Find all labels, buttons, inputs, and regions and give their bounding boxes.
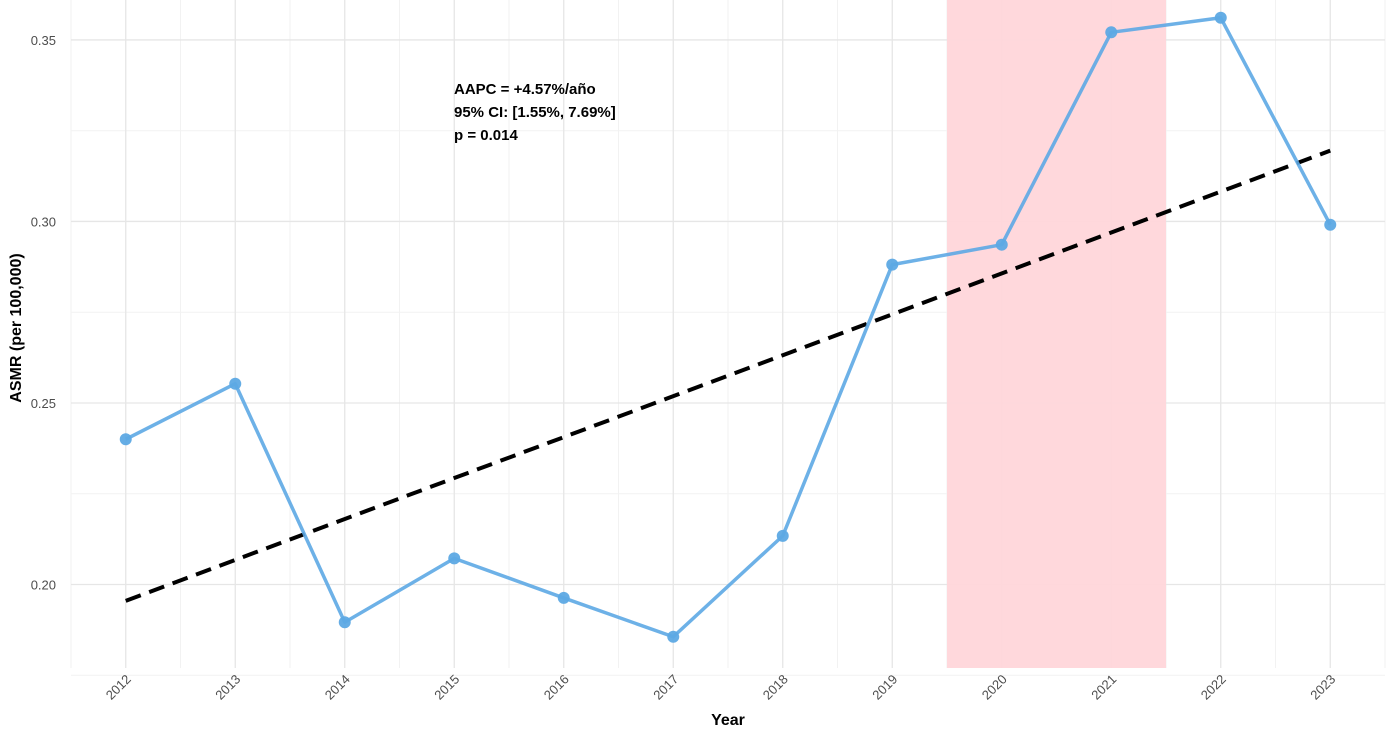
minor-gridlines xyxy=(70,0,1386,676)
annotation-line-1: AAPC = +4.57%/año xyxy=(454,81,596,98)
x-tick-label: 2018 xyxy=(760,672,791,703)
y-tick-label: 0.20 xyxy=(31,578,56,593)
highlight-band-layer xyxy=(947,0,1166,668)
y-axis-title: ASMR (per 100,000) xyxy=(8,253,25,402)
x-tick-label: 2012 xyxy=(103,672,134,703)
y-tick-label: 0.30 xyxy=(31,214,56,229)
data-point xyxy=(338,616,351,629)
x-tick-label: 2014 xyxy=(322,672,353,703)
y-tick-labels: 0.20 0.25 0.30 0.35 xyxy=(31,33,56,593)
x-tick-label: 2023 xyxy=(1307,672,1338,703)
data-point xyxy=(776,529,789,542)
x-tick-label: 2015 xyxy=(431,672,462,703)
x-tick-label: 2013 xyxy=(212,672,243,703)
series-layer xyxy=(119,11,1337,643)
y-tick-label: 0.35 xyxy=(31,33,56,48)
x-tick-label: 2022 xyxy=(1198,672,1229,703)
data-point xyxy=(1214,11,1227,24)
x-tick-labels: 2012 2013 2014 2015 2016 2017 2018 2019 2020 2021… xyxy=(103,672,1339,703)
trend-line xyxy=(125,148,1331,603)
x-axis-title: Year xyxy=(711,712,745,729)
highlight-band xyxy=(947,0,1166,668)
data-point xyxy=(448,552,461,565)
annotation-line-3: p = 0.014 xyxy=(454,127,518,144)
data-point xyxy=(995,238,1008,251)
x-tick-label: 2020 xyxy=(979,672,1010,703)
annotation-line-2: 95% CI: [1.55%, 7.69%] xyxy=(454,104,616,121)
data-point xyxy=(229,377,242,390)
x-tick-label: 2016 xyxy=(541,672,572,703)
data-point xyxy=(667,630,680,643)
data-point xyxy=(119,433,132,446)
data-point xyxy=(886,258,899,271)
trend-layer xyxy=(125,148,1331,603)
series-line xyxy=(124,16,1332,639)
data-point xyxy=(557,591,570,604)
x-tick-label: 2019 xyxy=(869,672,900,703)
x-tick-label: 2017 xyxy=(650,672,681,703)
x-tick-label: 2021 xyxy=(1088,672,1119,703)
data-point xyxy=(1105,26,1118,39)
y-tick-label: 0.25 xyxy=(31,396,56,411)
data-point xyxy=(1324,218,1337,231)
aapc-annotation: AAPC = +4.57%/año 95% CI: [1.55%, 7.69%]… xyxy=(454,81,616,144)
